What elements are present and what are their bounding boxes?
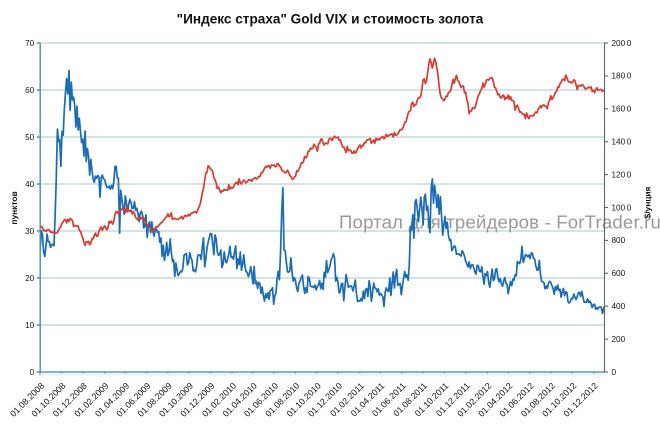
svg-text:10: 10	[25, 321, 35, 330]
svg-text:120 0: 120 0	[612, 170, 632, 179]
svg-text:180 0: 180 0	[612, 72, 632, 81]
svg-text:100 0: 100 0	[612, 203, 632, 212]
svg-text:50: 50	[25, 133, 35, 142]
svg-text:пунктов: пунктов	[9, 191, 19, 224]
svg-text:800: 800	[612, 236, 626, 245]
svg-text:70: 70	[25, 39, 35, 48]
svg-text:30: 30	[25, 227, 35, 236]
svg-text:140 0: 140 0	[612, 138, 632, 147]
svg-text:0: 0	[612, 368, 617, 377]
svg-text:0: 0	[30, 368, 35, 377]
svg-text:Портал для трейдеров - ForTrad: Портал для трейдеров - ForTrader.ru	[339, 212, 660, 233]
svg-text:60: 60	[25, 86, 35, 95]
svg-text:400: 400	[612, 302, 626, 311]
svg-text:"Индекс страха" Gold VIX и сто: "Индекс страха" Gold VIX и стоимость зол…	[177, 11, 484, 26]
svg-text:20: 20	[25, 274, 35, 283]
svg-text:200: 200	[612, 335, 626, 344]
svg-text:200 0: 200 0	[612, 39, 632, 48]
svg-text:160 0: 160 0	[612, 105, 632, 114]
svg-text:600: 600	[612, 269, 626, 278]
svg-text:40: 40	[25, 180, 35, 189]
svg-text:$/унция: $/унция	[643, 186, 653, 218]
